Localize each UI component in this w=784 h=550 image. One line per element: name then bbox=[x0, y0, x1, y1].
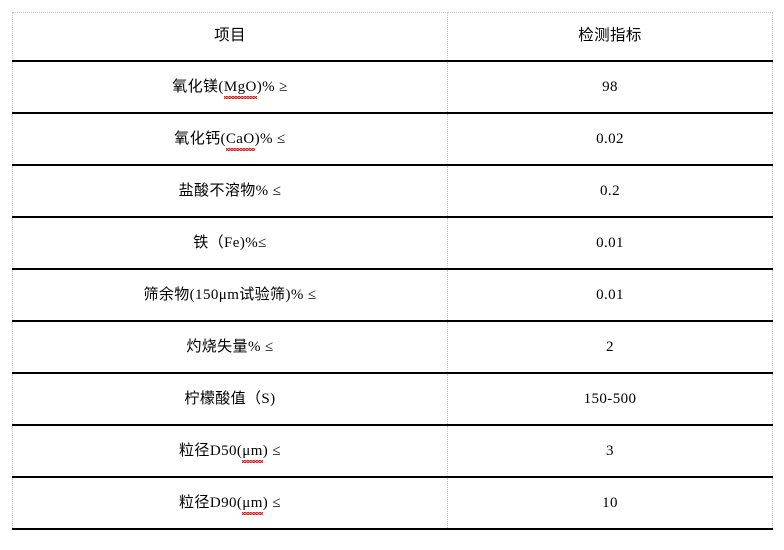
spellcheck-underlined-term: μm bbox=[242, 495, 263, 515]
column-header-value: 检测指标 bbox=[447, 12, 773, 62]
cell-item-text: 筛余物(150μm试验筛)% ≤ bbox=[143, 287, 317, 303]
cell-item: 筛余物(150μm试验筛)% ≤ bbox=[12, 268, 448, 322]
cell-item-text: 氧化钙(CaO)% ≤ bbox=[174, 130, 286, 151]
table-row: 柠檬酸值（S) 150-500 bbox=[12, 372, 773, 426]
item-text-prefix: 粒径D50( bbox=[179, 443, 243, 459]
cell-item-text: 粒径D50(μm) ≤ bbox=[179, 442, 281, 463]
table-row: 盐酸不溶物% ≤ 0.2 bbox=[12, 164, 773, 218]
cell-item: 氧化镁(MgO)% ≥ bbox=[12, 60, 448, 114]
table-row: 粒径D90(μm) ≤ 10 bbox=[12, 476, 773, 530]
cell-value: 10 bbox=[447, 476, 773, 530]
cell-value: 0.02 bbox=[447, 112, 773, 166]
cell-value: 150-500 bbox=[447, 372, 773, 426]
spellcheck-underlined-term: CaO bbox=[225, 131, 255, 151]
item-text-suffix: )% ≤ bbox=[254, 131, 286, 147]
cell-value: 0.01 bbox=[447, 216, 773, 270]
cell-item-text: 氧化镁(MgO)% ≥ bbox=[172, 78, 288, 99]
table-row: 氧化钙(CaO)% ≤ 0.02 bbox=[12, 112, 773, 166]
item-text-prefix: 粒径D90( bbox=[179, 495, 243, 511]
cell-value-text: 10 bbox=[602, 495, 618, 511]
cell-value-text: 98 bbox=[602, 79, 618, 95]
cell-item: 铁（Fe)%≤ bbox=[12, 216, 448, 270]
table-header-row: 项目 检测指标 bbox=[12, 12, 773, 62]
cell-value-text: 2 bbox=[606, 339, 614, 355]
table-row: 灼烧失量% ≤ 2 bbox=[12, 320, 773, 374]
cell-value: 0.01 bbox=[447, 268, 773, 322]
cell-value-text: 0.02 bbox=[596, 131, 624, 147]
cell-item-text: 灼烧失量% ≤ bbox=[186, 339, 274, 355]
specification-table: 项目 检测指标 氧化镁(MgO)% ≥ 98 氧化钙(CaO)% ≤ 0.02 盐酸不溶… bbox=[12, 12, 773, 530]
cell-item: 氧化钙(CaO)% ≤ bbox=[12, 112, 448, 166]
item-text-suffix: ) ≤ bbox=[262, 495, 281, 511]
table-body: 氧化镁(MgO)% ≥ 98 氧化钙(CaO)% ≤ 0.02 盐酸不溶物% ≤ 0.2 铁… bbox=[12, 60, 773, 530]
cell-item-text: 柠檬酸值（S) bbox=[184, 391, 276, 407]
cell-item: 灼烧失量% ≤ bbox=[12, 320, 448, 374]
cell-value: 98 bbox=[447, 60, 773, 114]
table-row: 铁（Fe)%≤ 0.01 bbox=[12, 216, 773, 270]
item-text-prefix: 氧化镁( bbox=[172, 79, 224, 95]
cell-item-text: 粒径D90(μm) ≤ bbox=[179, 494, 281, 515]
table-row: 筛余物(150μm试验筛)% ≤ 0.01 bbox=[12, 268, 773, 322]
item-text-suffix: )% ≥ bbox=[256, 79, 288, 95]
cell-item: 粒径D90(μm) ≤ bbox=[12, 476, 448, 530]
cell-item: 柠檬酸值（S) bbox=[12, 372, 448, 426]
item-text-suffix: ) ≤ bbox=[262, 443, 281, 459]
cell-item-text: 盐酸不溶物% ≤ bbox=[178, 183, 282, 199]
cell-item: 盐酸不溶物% ≤ bbox=[12, 164, 448, 218]
cell-value-text: 0.2 bbox=[600, 183, 620, 199]
table-header: 项目 检测指标 bbox=[12, 12, 773, 62]
cell-value-text: 0.01 bbox=[596, 287, 624, 303]
cell-item: 粒径D50(μm) ≤ bbox=[12, 424, 448, 478]
spellcheck-underlined-term: μm bbox=[242, 443, 263, 463]
cell-value: 3 bbox=[447, 424, 773, 478]
cell-value-text: 150-500 bbox=[583, 391, 637, 407]
item-text-prefix: 氧化钙( bbox=[174, 131, 226, 147]
table-row: 粒径D50(μm) ≤ 3 bbox=[12, 424, 773, 478]
cell-value: 2 bbox=[447, 320, 773, 374]
spellcheck-underlined-term: MgO bbox=[223, 79, 257, 99]
table-row: 氧化镁(MgO)% ≥ 98 bbox=[12, 60, 773, 114]
cell-value: 0.2 bbox=[447, 164, 773, 218]
cell-value-text: 3 bbox=[606, 443, 614, 459]
specification-table-container: 项目 检测指标 氧化镁(MgO)% ≥ 98 氧化钙(CaO)% ≤ 0.02 盐酸不溶… bbox=[0, 12, 784, 550]
column-header-item: 项目 bbox=[12, 12, 448, 62]
cell-value-text: 0.01 bbox=[596, 235, 624, 251]
cell-item-text: 铁（Fe)%≤ bbox=[193, 235, 267, 251]
